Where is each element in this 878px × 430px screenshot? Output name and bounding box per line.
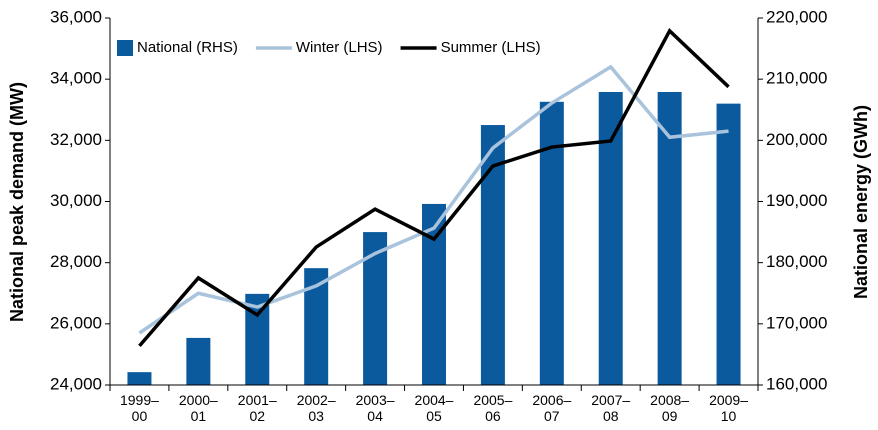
y-tick-label: 34,000 [50,69,102,88]
x-tick-label-line: 2009– [709,392,748,408]
legend-label: National (RHS) [137,39,238,56]
y2-tick-label: 160,000 [766,374,827,393]
y2-axis-title: National energy (GWh) [851,105,871,299]
x-tick-label-line: 2008– [650,392,689,408]
x-tick-label-line: 2001– [238,392,277,408]
x-tick-label-line: 10 [721,408,737,424]
x-tick-label: 2007– 08 [591,392,630,424]
x-tick-label: 2008– 09 [650,392,689,424]
x-tick-label-line: 09 [662,408,678,424]
y2-tick-label: 210,000 [766,69,827,88]
x-tick-label: 2001– 02 [238,392,277,424]
x-tick-label-line: 03 [308,408,324,424]
legend-label: Summer (LHS) [441,39,541,56]
x-tick-label-line: 04 [367,408,383,424]
x-tick-label: 2004– 05 [415,392,454,424]
bar [598,92,623,386]
y2-tick-label: 220,000 [766,7,827,26]
x-tick-label-line: 2002– [297,392,336,408]
x-tick-label: 2006– 07 [532,392,571,424]
x-tick-label: 2003– 04 [356,392,395,424]
x-tick-label-line: 2000– [179,392,218,408]
bar [539,101,564,385]
bar [716,103,741,385]
bar [186,337,211,385]
y-tick-label: 28,000 [50,252,102,271]
x-tick-label-line: 1999– [120,392,159,408]
y2-tick-label: 180,000 [766,252,827,271]
y2-tick-label: 190,000 [766,191,827,210]
x-tick-label-line: 2004– [415,392,454,408]
x-tick-label: 1999– 00 [120,392,159,424]
x-tick-label: 2002– 03 [297,392,336,424]
y-axis-title: National peak demand (MW) [7,82,27,322]
y-tick-label: 30,000 [50,191,102,210]
bar [657,92,682,386]
x-tick-label-line: 2007– [591,392,630,408]
y2-tick-label: 170,000 [766,313,827,332]
y-tick-label: 26,000 [50,313,102,332]
y-tick-label: 36,000 [50,7,102,26]
x-tick-label-line: 01 [191,408,207,424]
x-tick-label: 2000– 01 [179,392,218,424]
x-tick-label-line: 00 [132,408,148,424]
x-tick-label-line: 02 [249,408,265,424]
x-tick-label-line: 08 [603,408,619,424]
legend-swatch [117,40,133,56]
x-tick-label-line: 07 [544,408,560,424]
x-tick-label-line: 05 [426,408,442,424]
x-tick-label-line: 2003– [356,392,395,408]
x-tick-label-line: 06 [485,408,501,424]
x-tick-label-line: 2006– [532,392,571,408]
bar [245,293,270,385]
x-tick-label: 2005– 06 [473,392,512,424]
bar [127,372,152,385]
legend-label: Winter (LHS) [296,39,383,56]
y-tick-label: 24,000 [50,374,102,393]
y2-tick-label: 200,000 [766,130,827,149]
x-tick-label: 2009– 10 [709,392,748,424]
x-tick-label-line: 2005– [473,392,512,408]
line [138,27,730,347]
y-tick-label: 32,000 [50,130,102,149]
